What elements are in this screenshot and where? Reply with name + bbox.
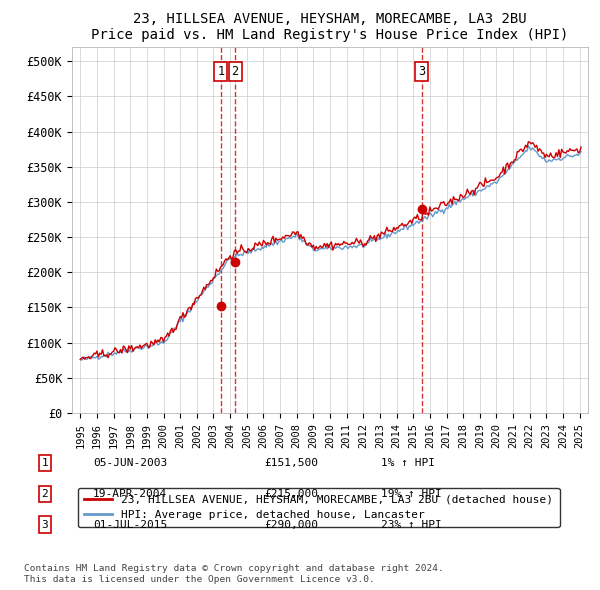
Text: 3: 3 bbox=[418, 65, 425, 78]
Text: 01-JUL-2015: 01-JUL-2015 bbox=[93, 520, 167, 529]
Title: 23, HILLSEA AVENUE, HEYSHAM, MORECAMBE, LA3 2BU
Price paid vs. HM Land Registry': 23, HILLSEA AVENUE, HEYSHAM, MORECAMBE, … bbox=[91, 12, 569, 42]
Text: 05-JUN-2003: 05-JUN-2003 bbox=[93, 458, 167, 468]
Text: 2: 2 bbox=[41, 489, 49, 499]
Text: 19% ↑ HPI: 19% ↑ HPI bbox=[381, 489, 442, 499]
Text: 19-APR-2004: 19-APR-2004 bbox=[93, 489, 167, 499]
Text: 3: 3 bbox=[41, 520, 49, 529]
Text: 1: 1 bbox=[41, 458, 49, 468]
Text: Contains HM Land Registry data © Crown copyright and database right 2024.: Contains HM Land Registry data © Crown c… bbox=[24, 565, 444, 573]
Legend: 23, HILLSEA AVENUE, HEYSHAM, MORECAMBE, LA3 2BU (detached house), HPI: Average p: 23, HILLSEA AVENUE, HEYSHAM, MORECAMBE, … bbox=[77, 488, 560, 527]
Text: 1: 1 bbox=[217, 65, 224, 78]
Text: This data is licensed under the Open Government Licence v3.0.: This data is licensed under the Open Gov… bbox=[24, 575, 375, 584]
Text: £290,000: £290,000 bbox=[264, 520, 318, 529]
Text: 2: 2 bbox=[232, 65, 239, 78]
Text: £151,500: £151,500 bbox=[264, 458, 318, 468]
Text: 1% ↑ HPI: 1% ↑ HPI bbox=[381, 458, 435, 468]
Text: £215,000: £215,000 bbox=[264, 489, 318, 499]
Text: 23% ↑ HPI: 23% ↑ HPI bbox=[381, 520, 442, 529]
